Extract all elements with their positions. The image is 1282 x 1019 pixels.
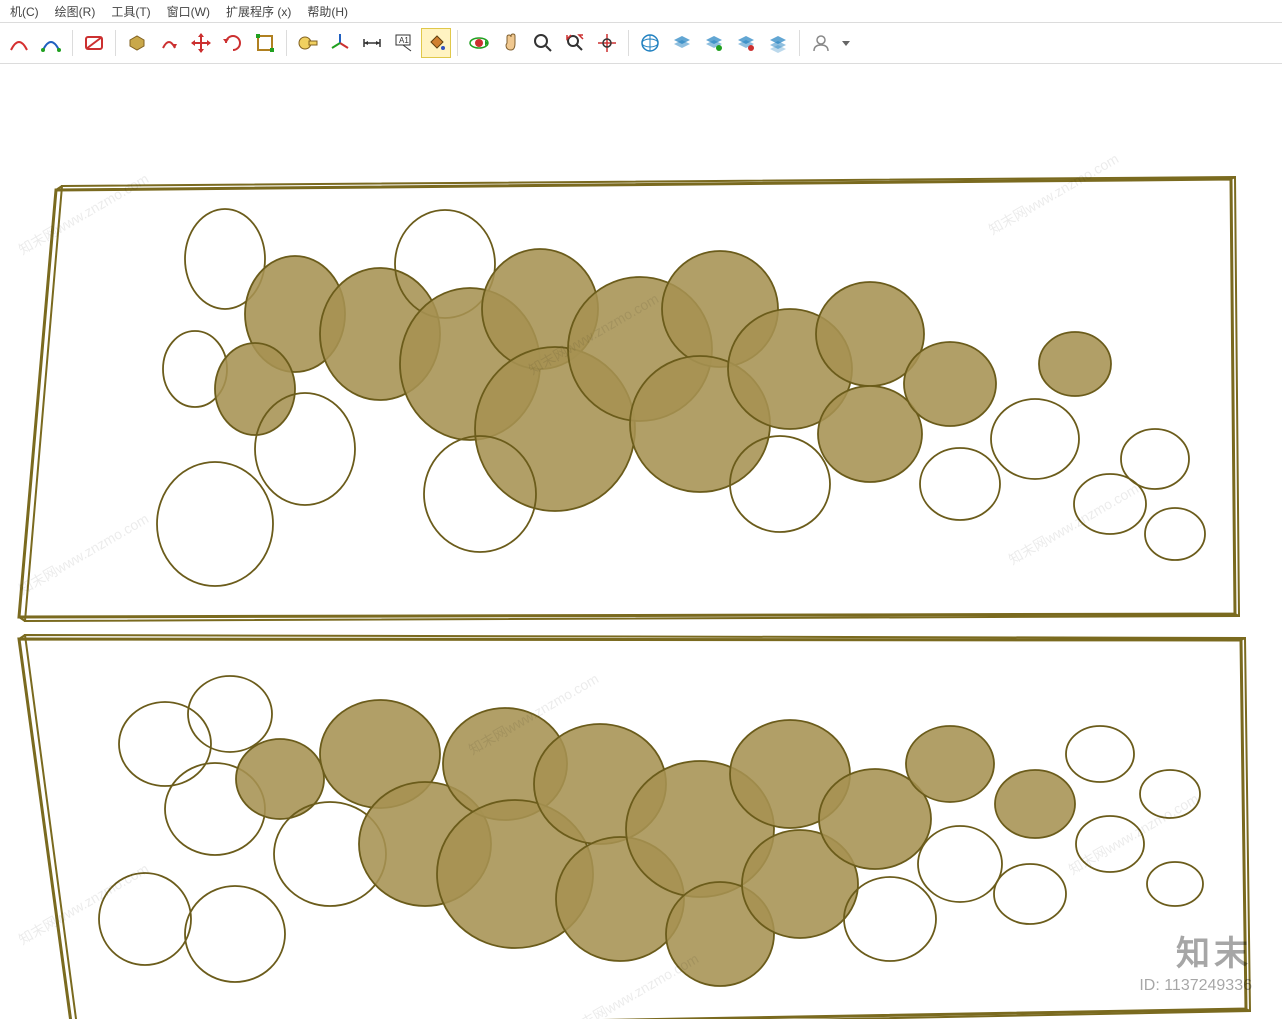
tape-icon[interactable]: [293, 28, 323, 58]
menu-help[interactable]: 帮助(H): [299, 3, 356, 20]
scale-icon[interactable]: [250, 28, 280, 58]
svg-text:A1: A1: [399, 36, 409, 45]
rotate-icon[interactable]: [218, 28, 248, 58]
text-icon[interactable]: A1: [389, 28, 419, 58]
layers3-icon[interactable]: [731, 28, 761, 58]
arc2-tool-icon[interactable]: [36, 28, 66, 58]
followme-icon[interactable]: [154, 28, 184, 58]
zoom-window-icon[interactable]: [592, 28, 622, 58]
paint-bucket-icon[interactable]: [421, 28, 451, 58]
warehouse-icon[interactable]: [635, 28, 665, 58]
model-scene: [0, 64, 1282, 1019]
dimension-icon[interactable]: [357, 28, 387, 58]
toolbar-separator: [628, 30, 629, 56]
layers2-icon[interactable]: [699, 28, 729, 58]
menu-window[interactable]: 窗口(W): [159, 3, 218, 20]
zoom-extents-icon[interactable]: [560, 28, 590, 58]
protractor-icon[interactable]: [79, 28, 109, 58]
arc-tool-icon[interactable]: [4, 28, 34, 58]
pan-icon[interactable]: [496, 28, 526, 58]
toolbar-separator: [115, 30, 116, 56]
toolbar: A1: [0, 23, 1282, 64]
extrude-icon[interactable]: [122, 28, 152, 58]
dropdown-icon[interactable]: [838, 28, 854, 58]
zoom-icon[interactable]: [528, 28, 558, 58]
toolbar-separator: [286, 30, 287, 56]
menu-camera[interactable]: 机(C): [2, 3, 47, 20]
menu-extensions[interactable]: 扩展程序 (x): [218, 3, 299, 20]
toolbar-separator: [457, 30, 458, 56]
orbit-icon[interactable]: [464, 28, 494, 58]
menu-draw[interactable]: 绘图(R): [47, 3, 104, 20]
menubar: 机(C) 绘图(R) 工具(T) 窗口(W) 扩展程序 (x) 帮助(H): [0, 0, 1282, 23]
toolbar-separator: [72, 30, 73, 56]
layers-icon[interactable]: [667, 28, 697, 58]
viewport-3d[interactable]: 知末 ID: 1137249336 知末网www.znzmo.com知末网www…: [0, 64, 1282, 1019]
layers4-icon[interactable]: [763, 28, 793, 58]
user-icon[interactable]: [806, 28, 836, 58]
menu-tools[interactable]: 工具(T): [103, 3, 158, 20]
move-icon[interactable]: [186, 28, 216, 58]
toolbar-separator: [799, 30, 800, 56]
axes-icon[interactable]: [325, 28, 355, 58]
